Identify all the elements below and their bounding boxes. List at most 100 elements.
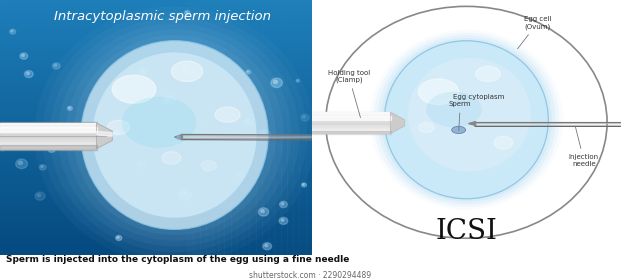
Circle shape: [114, 132, 117, 134]
Bar: [0, 234, 312, 238]
Circle shape: [246, 120, 249, 122]
Bar: [250, 0, 256, 255]
Bar: [0, 110, 312, 115]
Bar: [0, 238, 312, 242]
Bar: [0, 59, 312, 64]
Polygon shape: [175, 134, 183, 140]
Polygon shape: [97, 131, 112, 136]
Circle shape: [281, 203, 284, 205]
Bar: [0, 157, 312, 161]
Circle shape: [60, 134, 73, 145]
Bar: [0, 85, 312, 89]
Bar: [312, 127, 391, 128]
Bar: [0, 106, 312, 110]
Circle shape: [207, 134, 209, 136]
Circle shape: [68, 107, 70, 109]
Bar: [0, 242, 312, 246]
Bar: [0, 204, 312, 208]
Ellipse shape: [107, 120, 129, 134]
Circle shape: [194, 118, 202, 125]
Text: Sperm is injected into the cytoplasm of the egg using a fine needle: Sperm is injected into the cytoplasm of …: [6, 255, 350, 264]
Bar: [0, 225, 312, 229]
Ellipse shape: [426, 92, 482, 127]
Ellipse shape: [122, 97, 196, 148]
Bar: [0, 127, 312, 132]
Bar: [0, 51, 312, 55]
Bar: [0, 133, 97, 134]
Bar: [212, 0, 218, 255]
Circle shape: [258, 130, 271, 139]
Bar: [199, 0, 206, 255]
Bar: [0, 98, 312, 102]
Circle shape: [206, 134, 211, 138]
Bar: [0, 134, 97, 136]
Bar: [0, 132, 312, 136]
Bar: [0, 25, 312, 30]
Ellipse shape: [65, 29, 284, 241]
Ellipse shape: [377, 35, 556, 204]
Circle shape: [138, 163, 142, 165]
Text: Holding tool
(Clamp): Holding tool (Clamp): [328, 70, 370, 118]
Bar: [0, 64, 312, 68]
Circle shape: [117, 237, 119, 238]
Bar: [0, 102, 312, 106]
Bar: [0, 129, 97, 131]
Circle shape: [163, 95, 175, 105]
Ellipse shape: [50, 18, 299, 252]
Text: shutterstock.com · 2290294489: shutterstock.com · 2290294489: [250, 271, 371, 280]
Circle shape: [181, 64, 193, 74]
Bar: [0, 55, 312, 59]
Bar: [0, 217, 312, 221]
Bar: [230, 0, 237, 255]
Bar: [0, 68, 312, 72]
Circle shape: [258, 208, 269, 216]
Ellipse shape: [93, 52, 257, 218]
Text: Injection
needle: Injection needle: [569, 126, 599, 167]
Ellipse shape: [373, 32, 560, 207]
Bar: [193, 0, 199, 255]
Bar: [312, 116, 391, 120]
Bar: [0, 124, 97, 126]
Bar: [0, 144, 312, 149]
Bar: [0, 146, 97, 147]
Polygon shape: [97, 123, 112, 149]
Bar: [0, 170, 312, 174]
Bar: [0, 30, 312, 34]
Bar: [0, 195, 312, 200]
Bar: [256, 0, 262, 255]
Bar: [0, 0, 312, 4]
Circle shape: [279, 201, 288, 208]
Circle shape: [136, 161, 146, 169]
Bar: [0, 136, 312, 140]
Circle shape: [301, 114, 309, 121]
Polygon shape: [391, 112, 404, 133]
Bar: [0, 122, 97, 150]
Bar: [206, 0, 212, 255]
Bar: [312, 119, 391, 120]
Circle shape: [235, 171, 244, 179]
Bar: [0, 136, 97, 137]
Bar: [0, 221, 312, 225]
Bar: [312, 116, 391, 118]
Bar: [0, 161, 312, 166]
Bar: [0, 138, 97, 140]
Ellipse shape: [369, 30, 563, 210]
Circle shape: [271, 78, 283, 88]
Bar: [0, 128, 97, 129]
Circle shape: [11, 30, 13, 32]
Circle shape: [81, 125, 84, 128]
Circle shape: [141, 70, 143, 72]
Ellipse shape: [215, 107, 240, 122]
Bar: [0, 123, 97, 124]
Ellipse shape: [201, 160, 217, 171]
Bar: [287, 0, 293, 255]
Bar: [0, 143, 97, 145]
Bar: [312, 128, 391, 129]
Bar: [0, 115, 312, 119]
Bar: [0, 47, 312, 51]
Ellipse shape: [419, 79, 459, 104]
Circle shape: [68, 106, 72, 110]
Ellipse shape: [408, 58, 531, 172]
Circle shape: [184, 67, 188, 70]
Bar: [0, 94, 312, 98]
